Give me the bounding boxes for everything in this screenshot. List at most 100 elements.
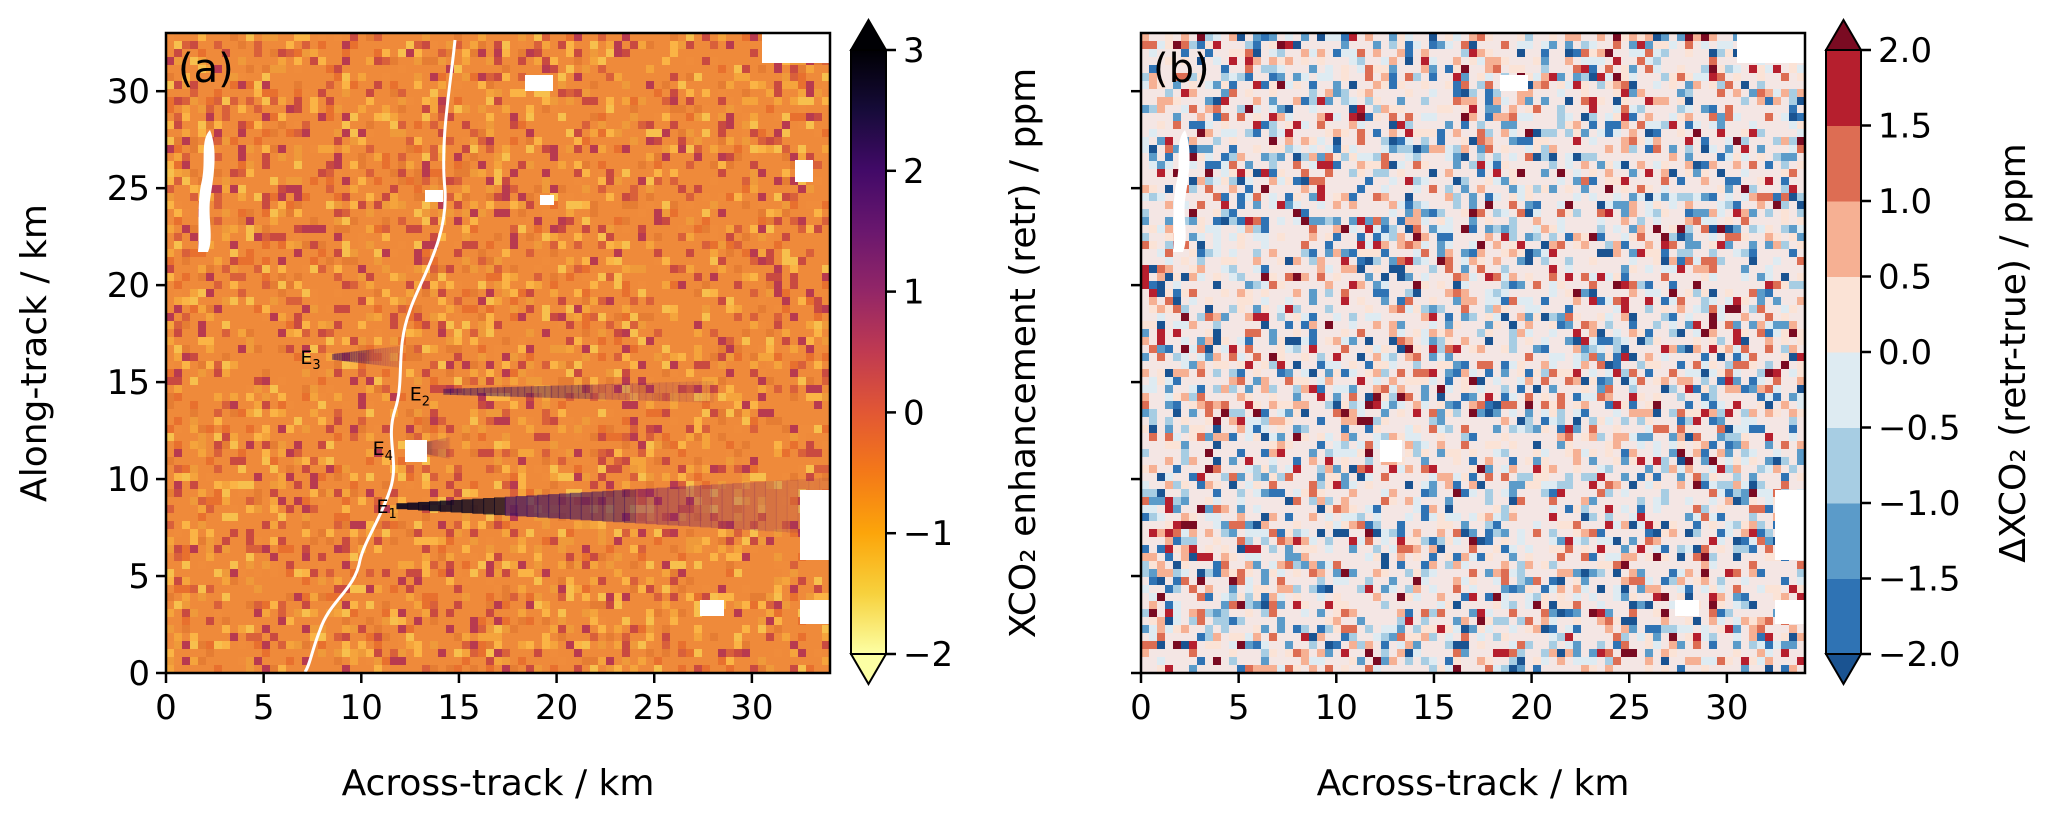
heatmap-cell xyxy=(1237,233,1245,241)
heatmap-cell xyxy=(1477,129,1485,137)
heatmap-cell xyxy=(222,321,230,329)
heatmap-cell xyxy=(758,377,766,385)
heatmap-cell xyxy=(702,313,710,321)
heatmap-cell xyxy=(1749,257,1757,265)
heatmap-cell xyxy=(734,529,742,537)
plume-segment xyxy=(672,381,681,402)
heatmap-cell xyxy=(646,505,654,513)
heatmap-cell xyxy=(742,601,750,609)
heatmap-cell xyxy=(798,577,806,585)
heatmap-cell xyxy=(1717,257,1725,265)
heatmap-cell xyxy=(1797,97,1805,105)
heatmap-cell xyxy=(758,665,766,673)
heatmap-cell xyxy=(1581,153,1589,161)
heatmap-cell xyxy=(430,89,438,97)
heatmap-cell xyxy=(1589,105,1597,113)
heatmap-cell xyxy=(1717,241,1725,249)
heatmap-cell xyxy=(486,633,494,641)
heatmap-cell xyxy=(1717,65,1725,73)
heatmap-cell xyxy=(262,665,270,673)
heatmap-cell xyxy=(278,425,286,433)
heatmap-cell xyxy=(1533,249,1541,257)
heatmap-cell xyxy=(694,361,702,369)
heatmap-cell xyxy=(1669,233,1677,241)
heatmap-cell xyxy=(382,657,390,665)
heatmap-cell xyxy=(182,313,190,321)
heatmap-cell xyxy=(638,641,646,649)
heatmap-cell xyxy=(1573,169,1581,177)
heatmap-cell xyxy=(1261,233,1269,241)
heatmap-cell xyxy=(670,361,678,369)
heatmap-cell xyxy=(814,345,822,353)
heatmap-cell xyxy=(390,385,398,393)
plume-segment xyxy=(613,490,626,523)
heatmap-cell xyxy=(454,353,462,361)
heatmap-cell xyxy=(1237,33,1245,41)
heatmap-cell xyxy=(774,577,782,585)
heatmap-cell xyxy=(774,385,782,393)
heatmap-cell xyxy=(350,33,358,41)
heatmap-cell xyxy=(1549,153,1557,161)
heatmap-cell xyxy=(686,97,694,105)
heatmap-cell xyxy=(1741,185,1749,193)
heatmap-cell xyxy=(1349,81,1357,89)
heatmap-cell xyxy=(174,169,182,177)
heatmap-cell xyxy=(590,297,598,305)
plume-segment xyxy=(340,352,344,361)
heatmap-cell xyxy=(1485,337,1493,345)
heatmap-cell xyxy=(390,313,398,321)
heatmap-cell xyxy=(702,401,710,409)
heatmap-cell xyxy=(1173,297,1181,305)
heatmap-cell xyxy=(1349,313,1357,321)
heatmap-cell xyxy=(638,361,646,369)
heatmap-cell xyxy=(558,265,566,273)
heatmap-cell xyxy=(406,409,414,417)
heatmap-cell xyxy=(694,457,702,465)
heatmap-cell xyxy=(1525,41,1533,49)
heatmap-cell xyxy=(438,265,446,273)
heatmap-cell xyxy=(1637,233,1645,241)
heatmap-cell xyxy=(1269,273,1277,281)
heatmap-cell xyxy=(334,105,342,113)
heatmap-cell xyxy=(726,529,734,537)
heatmap-cell xyxy=(486,73,494,81)
heatmap-cell xyxy=(494,345,502,353)
x-tick-label: 20 xyxy=(535,688,578,728)
heatmap-cell xyxy=(302,625,310,633)
heatmap-cell xyxy=(1629,265,1637,273)
heatmap-cell xyxy=(1301,153,1309,161)
heatmap-cell xyxy=(486,137,494,145)
heatmap-cell xyxy=(366,169,374,177)
heatmap-cell xyxy=(1485,217,1493,225)
heatmap-cell xyxy=(734,145,742,153)
heatmap-cell xyxy=(574,649,582,657)
heatmap-cell xyxy=(1237,113,1245,121)
heatmap-cell xyxy=(742,497,750,505)
heatmap-cell xyxy=(1357,233,1365,241)
heatmap-cell xyxy=(662,113,670,121)
heatmap-cell xyxy=(230,441,238,449)
heatmap-cell xyxy=(510,169,518,177)
heatmap-cell xyxy=(1293,81,1301,89)
heatmap-cell xyxy=(790,265,798,273)
heatmap-cell xyxy=(230,209,238,217)
colorbar-a-extend-bottom xyxy=(849,653,888,686)
heatmap-cell xyxy=(526,425,534,433)
heatmap-cell xyxy=(1477,241,1485,249)
heatmap-cell xyxy=(1181,257,1189,265)
heatmap-cell xyxy=(358,337,366,345)
heatmap-cell xyxy=(822,273,830,281)
heatmap-cell xyxy=(1437,105,1445,113)
heatmap-cell xyxy=(478,393,486,401)
plume-segment xyxy=(665,382,674,402)
heatmap-cell xyxy=(358,345,366,353)
heatmap-cell xyxy=(406,145,414,153)
heatmap-cell xyxy=(350,217,358,225)
heatmap-cell xyxy=(1245,337,1253,345)
heatmap-cell xyxy=(774,289,782,297)
plume-segment xyxy=(551,385,559,398)
plume-segment xyxy=(524,386,532,398)
heatmap-cell xyxy=(342,401,350,409)
heatmap-cell xyxy=(1525,113,1533,121)
